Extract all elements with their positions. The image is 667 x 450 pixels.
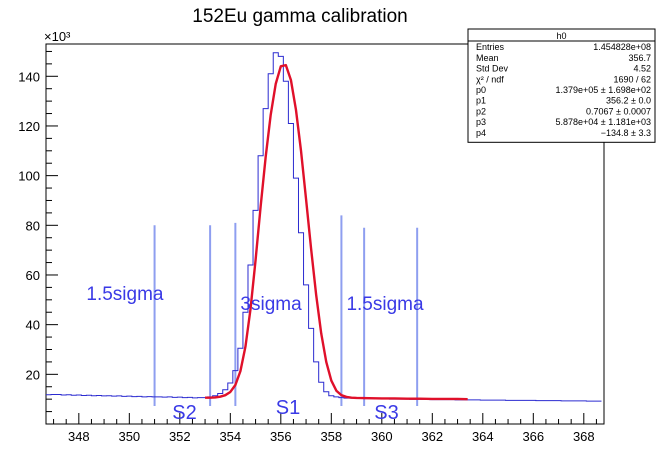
x-tick-label: 368 (573, 429, 595, 444)
stats-row-label: p3 (476, 117, 486, 127)
x-tick-label: 352 (169, 429, 191, 444)
data-series (46, 52, 602, 402)
vertical-markers (153, 215, 419, 406)
annotation-label: S2 (172, 402, 196, 424)
stats-row-value: 1.454828e+08 (593, 42, 651, 52)
annotation-label: S3 (374, 402, 398, 424)
y-tick-label: 120 (18, 119, 40, 134)
stats-row-value: 356.7 (628, 53, 651, 63)
chart-title: 152Eu gamma calibration (192, 6, 407, 27)
stats-row-label: Entries (476, 42, 505, 52)
annotation-label: 3sigma (240, 294, 302, 315)
x-tick-label: 364 (472, 429, 494, 444)
y-tick-label: 100 (18, 169, 40, 184)
stats-row-label: p4 (476, 128, 486, 138)
annotation-label: 1.5sigma (86, 284, 164, 305)
stats-row-label: χ² / ndf (476, 74, 504, 84)
x-tick-label: 354 (219, 429, 241, 444)
x-tick-label: 362 (421, 429, 443, 444)
x-tick-label: 358 (320, 429, 342, 444)
stats-row-value: 4.52 (633, 64, 651, 74)
stats-box-title: h0 (556, 31, 566, 41)
stats-row-label: p1 (476, 96, 486, 106)
stats-row-value: −134.8 ± 3.3 (601, 128, 651, 138)
stats-row-value: 5.878e+04 ± 1.181e+03 (555, 117, 651, 127)
stats-row-value: 1.379e+05 ± 1.698e+02 (555, 85, 651, 95)
x-axis: 348 350 352 354 356 358 360 362 364 366 368 (53, 413, 597, 444)
y-axis-multiplier: ×10³ (44, 29, 71, 44)
y-axis: 20 40 60 80 100 120 140 (18, 50, 58, 413)
x-tick-label: 350 (118, 429, 140, 444)
x-tick-label: 366 (522, 429, 544, 444)
annotation-label: 1.5sigma (346, 294, 424, 315)
stats-box-frame (467, 28, 656, 143)
y-tick-label: 60 (26, 268, 40, 283)
y-tick-label: 40 (26, 318, 40, 333)
stats-row-label: p0 (476, 85, 486, 95)
y-tick-label: 140 (18, 69, 40, 84)
annotations: 1.5sigma 3sigma 1.5sigma S2 S1 S3 (86, 284, 424, 424)
stats-row-label: Mean (476, 53, 499, 63)
x-tick-label: 356 (270, 429, 292, 444)
stats-row-value: 1690 / 62 (613, 74, 651, 84)
y-tick-label: 80 (26, 218, 40, 233)
plot-frame (45, 43, 605, 425)
annotation-label: S1 (276, 397, 300, 419)
stats-row-value: 0.7067 ± 0.0007 (586, 106, 651, 116)
histogram-series (46, 52, 602, 402)
x-tick-label: 348 (68, 429, 90, 444)
stats-row-label: p2 (476, 106, 486, 116)
stats-row-value: 356.2 ± 0.0 (606, 96, 651, 106)
stats-box: h0 Entries 1.454828e+08 Mean 356.7 Std Dev 4.5… (467, 28, 656, 143)
fit-curve (205, 63, 468, 401)
y-tick-label: 20 (26, 367, 40, 382)
stats-row-label: Std Dev (476, 64, 509, 74)
x-tick-label: 360 (371, 429, 393, 444)
